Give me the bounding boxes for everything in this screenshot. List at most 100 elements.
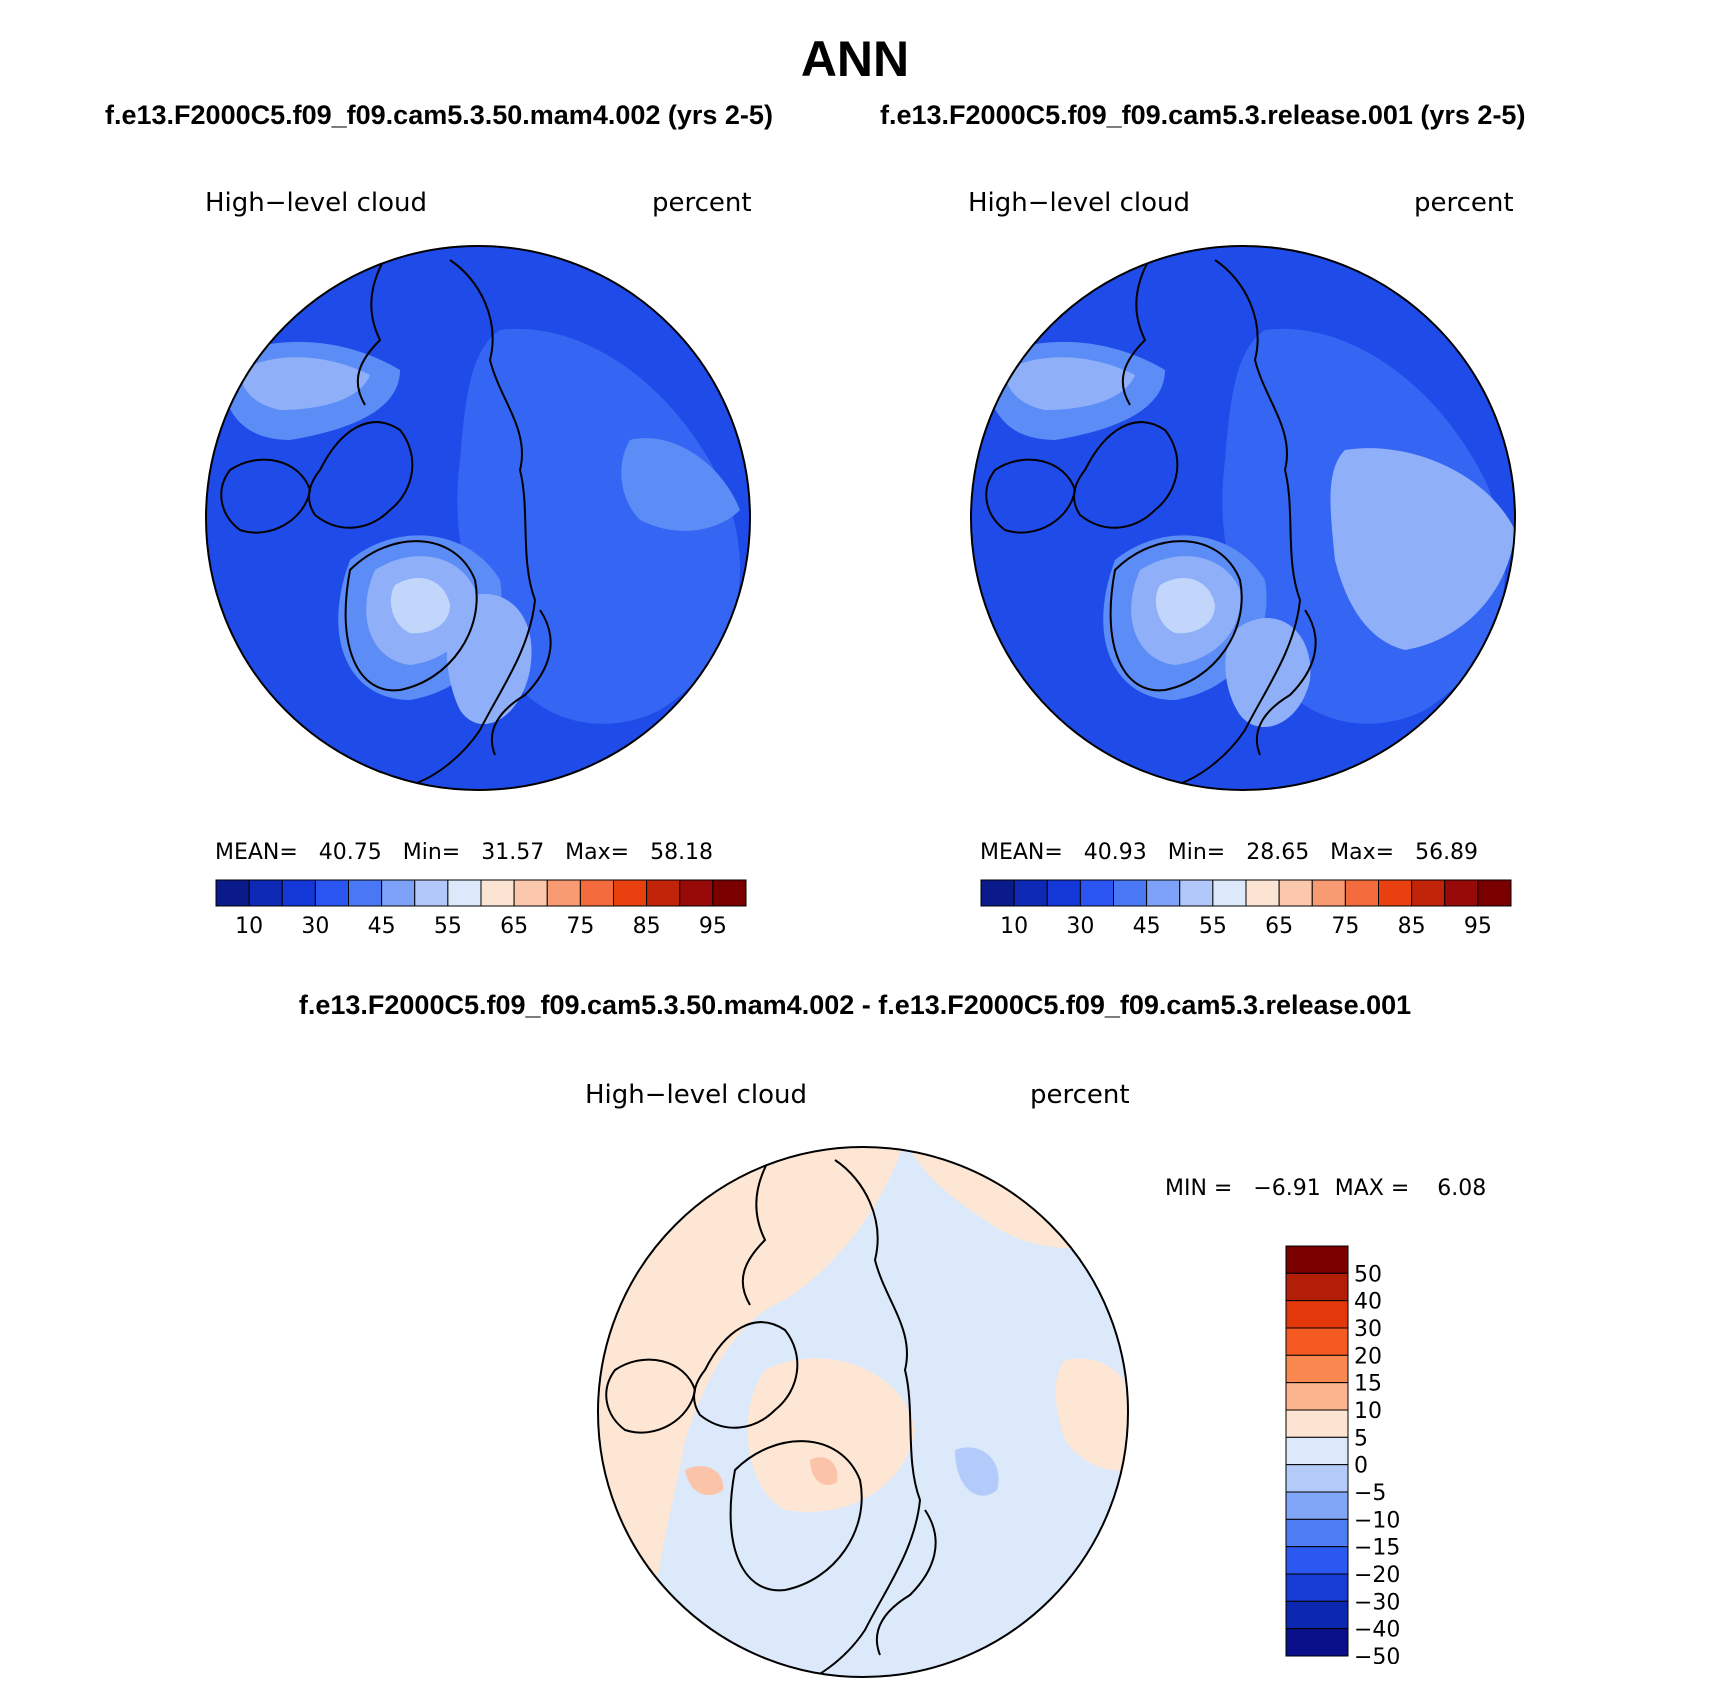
panel3-colorbar-swatch	[1285, 1327, 1349, 1356]
panel1-colorbar-swatch	[447, 879, 482, 907]
panel3-colorbar-tick-label: −10	[1354, 1508, 1400, 1533]
panel1-units-label: percent	[652, 188, 752, 218]
panel3-region-negative-peak	[955, 1447, 999, 1496]
panel1-colorbar-tick-label: 30	[301, 914, 329, 938]
panel1-colorbar-tick-label: 10	[235, 914, 263, 938]
panel1-colorbar-swatch	[579, 879, 614, 907]
panel3-region-positive-peak-b	[810, 1457, 838, 1486]
panel3-colorbar-tick-label: 0	[1354, 1454, 1368, 1479]
panel3-map-boundary	[597, 1146, 1129, 1678]
panel3-stats: MIN = −6.91 MAX = 6.08	[1165, 1176, 1487, 1201]
panel1-colorbar-swatch	[712, 879, 747, 907]
panel1-coastlines	[220, 249, 552, 786]
panel3-colorbar-swatch	[1285, 1382, 1349, 1411]
panel1-cloud-field	[206, 246, 750, 790]
panel3-units-label: percent	[1030, 1080, 1130, 1110]
panel3-colorbar-swatch	[1285, 1491, 1349, 1520]
panel2-region-lighter-a	[1005, 357, 1135, 410]
panel1-colorbar-swatch	[348, 879, 383, 907]
left-case-title: f.e13.F2000C5.f09_f09.cam5.3.50.mam4.002…	[105, 100, 773, 130]
panel2-colorbar-tick-label: 95	[1464, 914, 1492, 938]
panel3-coastlines	[605, 1149, 937, 1677]
main-title: ANN	[800, 31, 910, 87]
panel3-colorbar-tick-label: −50	[1354, 1645, 1400, 1664]
panel2-colorbar-swatch	[1245, 879, 1280, 907]
panel3-colorbar-swatch	[1285, 1546, 1349, 1575]
panel3-colorbar-tick-label: −5	[1354, 1481, 1386, 1506]
panel2-colorbar-swatch	[1013, 879, 1048, 907]
panel1-colorbar-swatch	[613, 879, 648, 907]
panel2-coastlines	[985, 249, 1317, 786]
panel1-colorbar: 10 30 45 55 65 75 85 95	[215, 879, 747, 938]
panel2-colorbar-swatch	[1046, 879, 1081, 907]
panel3-colorbar-swatch	[1285, 1245, 1349, 1274]
panel3-region-positive-west	[598, 1147, 905, 1677]
panel2-colorbar-swatch	[1146, 879, 1181, 907]
panel2-colorbar-swatch	[1444, 879, 1479, 907]
panel2-units-label: percent	[1414, 188, 1514, 218]
panel2-variable-label: High−level cloud	[968, 188, 1191, 218]
panel3-variable-label: High−level cloud	[585, 1080, 808, 1110]
panel1-colorbar-swatch	[281, 879, 316, 907]
panel3-region-positive-peak-a	[685, 1466, 724, 1496]
panel1-colorbar-tick-label: 55	[434, 914, 462, 938]
panel2-colorbar-swatch	[1179, 879, 1214, 907]
panel1-colorbar-swatch	[480, 879, 515, 907]
panel2-colorbar-swatch	[1311, 879, 1346, 907]
panel2-stats: MEAN= 40.93 Min= 28.65 Max= 56.89	[980, 840, 1479, 865]
panel3-colorbar-swatch	[1285, 1628, 1349, 1657]
panel1-colorbar-tick-label: 95	[699, 914, 727, 938]
panel2-region-lighter-b	[1330, 448, 1515, 650]
panel1-colorbar-swatch	[546, 879, 581, 907]
panel1-region-palest-c	[390, 577, 450, 634]
panel1-colorbar-tick-label: 65	[500, 914, 528, 938]
panel2-colorbar-swatch	[1477, 879, 1512, 907]
panel2-colorbar-swatch	[1378, 879, 1413, 907]
panel3-region-positive-center	[747, 1358, 915, 1512]
panel1-colorbar-swatch	[513, 879, 548, 907]
panel2-colorbar-tick-label: 85	[1398, 914, 1426, 938]
panel3-region-positive-east	[1055, 1358, 1128, 1471]
panel3-colorbar-swatch	[1285, 1354, 1349, 1384]
panel2-colorbar-swatch	[1079, 879, 1114, 907]
panel1-stats: MEAN= 40.75 Min= 31.57 Max= 58.18	[215, 840, 714, 865]
panel3-colorbar-tick-label: 40	[1354, 1290, 1382, 1315]
panel1-colorbar-swatch	[646, 879, 681, 907]
panel3-colorbar-swatch	[1285, 1272, 1349, 1302]
panel3-colorbar-tick-label: −15	[1354, 1536, 1400, 1561]
panel2-cloud-field	[971, 246, 1515, 790]
panel3-colorbar-tick-label: 5	[1354, 1426, 1368, 1451]
panel3-colorbar-swatch	[1285, 1600, 1349, 1630]
panel1-region-light-b	[621, 438, 740, 531]
panel3-colorbar-swatch	[1285, 1464, 1349, 1493]
panel2-colorbar-tick-label: 10	[1000, 914, 1028, 938]
panel3-colorbar-swatch	[1285, 1436, 1349, 1466]
panel3-colorbar-tick-label: −20	[1354, 1563, 1400, 1588]
panel1-colorbar-swatch	[215, 879, 250, 907]
panel3-polar-map	[597, 1146, 1129, 1678]
panel1-colorbar-swatch	[679, 879, 714, 907]
panel2-polar-map	[970, 245, 1516, 791]
panel2-colorbar-tick-label: 30	[1066, 914, 1094, 938]
panel2-colorbar-tick-label: 65	[1265, 914, 1293, 938]
panel1-map-boundary	[205, 245, 751, 791]
panel1-colorbar-swatch	[314, 879, 349, 907]
difference-title: f.e13.F2000C5.f09_f09.cam5.3.50.mam4.002…	[298, 990, 1412, 1020]
panel2-colorbar-swatch	[980, 879, 1015, 907]
panel3-colorbar-tick-label: 20	[1354, 1344, 1382, 1369]
panel2-colorbar: 10 30 45 55 65 75 85 95	[980, 879, 1512, 938]
panel2-colorbar-swatch	[1344, 879, 1379, 907]
panel3-colorbar-swatch	[1285, 1409, 1349, 1438]
panel3-colorbar-tick-label: −30	[1354, 1590, 1400, 1615]
panel3-colorbar-swatch	[1285, 1573, 1349, 1602]
panel1-region-mid	[457, 328, 740, 724]
panel2-colorbar-swatch	[1113, 879, 1148, 907]
panel2-colorbar-swatch	[1278, 879, 1313, 907]
panel1-polar-map	[205, 245, 751, 791]
panel1-colorbar-tick-label: 85	[633, 914, 661, 938]
panel2-colorbar-swatch	[1411, 879, 1446, 907]
panel3-colorbar-tick-label: 10	[1354, 1399, 1382, 1424]
panel1-colorbar-tick-label: 75	[566, 914, 594, 938]
panel3-colorbar-tick-label: 50	[1354, 1262, 1382, 1287]
